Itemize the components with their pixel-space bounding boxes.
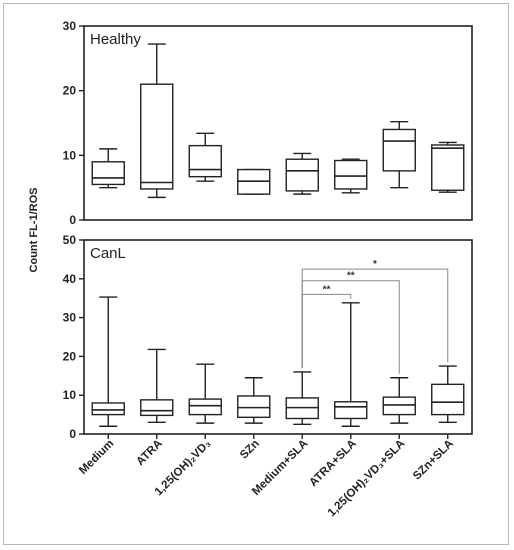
healthy-plot-area: [83, 25, 473, 221]
healthy-box: [334, 159, 368, 190]
canl-significance-label: *: [373, 259, 377, 270]
canl-ytick-label: 40: [63, 272, 77, 286]
x-category-label: ATRA+SLA: [307, 438, 358, 489]
canl-box: [140, 399, 174, 417]
canl-box: [237, 395, 271, 419]
healthy-box: [91, 161, 125, 186]
canl-panel: CanL: [83, 239, 473, 435]
healthy-box: [188, 144, 222, 178]
canl-significance-bracket: [301, 293, 352, 368]
canl-significance-bracket: [301, 268, 449, 368]
x-category-label: ATRA: [134, 438, 164, 468]
canl-box: [91, 402, 125, 416]
canl-ytick-label: 10: [63, 388, 77, 402]
canl-box: [382, 396, 416, 416]
y-axis-label: Count FL-1/ROS: [28, 188, 40, 273]
canl-ytick-label: 50: [63, 233, 77, 247]
canl-significance-label: **: [323, 284, 331, 295]
canl-ytick-label: 30: [63, 311, 77, 325]
healthy-ytick-label: 30: [63, 19, 77, 33]
canl-plot-area: [83, 239, 473, 435]
healthy-box: [285, 158, 319, 192]
canl-box: [431, 383, 465, 416]
x-category-label: SZn+SLA: [411, 438, 456, 483]
healthy-ytick-label: 20: [63, 84, 77, 98]
canl-significance-label: **: [347, 271, 355, 282]
healthy-box: [382, 128, 416, 172]
healthy-box: [140, 83, 174, 190]
healthy-panel-label: Healthy: [90, 31, 141, 48]
healthy-panel: Healthy: [83, 25, 473, 221]
canl-ytick-label: 20: [63, 349, 77, 363]
canl-box: [188, 398, 222, 416]
healthy-box: [431, 144, 465, 191]
canl-panel-label: CanL: [90, 245, 126, 262]
x-category-label: Medium: [77, 438, 116, 477]
canl-box: [334, 401, 368, 420]
healthy-ytick-label: 0: [69, 213, 76, 227]
canl-ytick-label: 0: [69, 427, 76, 441]
x-category-label: SZn: [238, 438, 262, 462]
figure-frame: [3, 3, 509, 545]
healthy-ytick-label: 10: [63, 148, 77, 162]
